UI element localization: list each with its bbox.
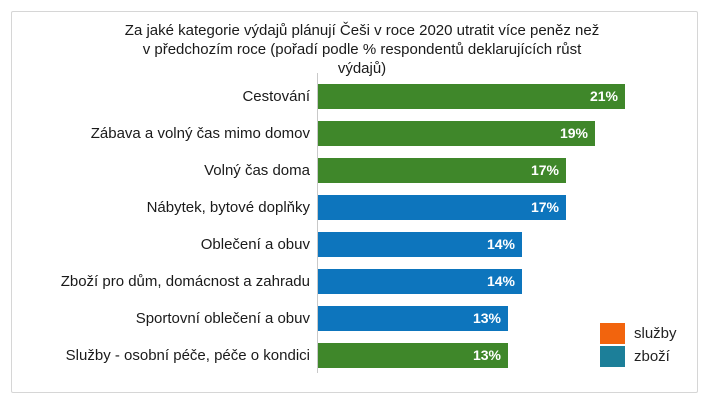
legend: služby zboží <box>600 322 677 368</box>
legend-item: zboží <box>600 345 677 367</box>
legend-color-swatch <box>600 322 625 344</box>
bar: 13% <box>318 306 508 331</box>
category-label: Zábava a volný čas mimo domov <box>90 125 310 142</box>
value-label: 17% <box>530 162 559 178</box>
bar-row: Služby - osobní péče, péče o kondici 13% <box>0 343 709 380</box>
category-label: Sportovní oblečení a obuv <box>135 310 310 327</box>
value-label: 13% <box>472 347 501 363</box>
category-label: Služby - osobní péče, péče o kondici <box>65 347 310 364</box>
legend-label: zboží <box>634 347 670 365</box>
category-label: Oblečení a obuv <box>200 236 310 253</box>
chart-title: Za jaké kategorie výdajů plánují Češi v … <box>100 21 624 78</box>
bar-row: Nábytek, bytové doplňky 17% <box>0 195 709 232</box>
bar-row: Sportovní oblečení a obuv 13% <box>0 306 709 343</box>
category-label: Nábytek, bytové doplňky <box>146 199 310 216</box>
value-label: 19% <box>559 125 588 141</box>
bar-row: Zábava a volný čas mimo domov 19% <box>0 121 709 158</box>
category-label: Volný čas doma <box>204 162 310 179</box>
bar: 17% <box>318 195 566 220</box>
value-label: 21% <box>589 88 618 104</box>
bar: 17% <box>318 158 566 183</box>
chart-title-line-2: v předchozím roce (pořadí podle % respon… <box>142 41 582 58</box>
value-label: 14% <box>486 273 515 289</box>
value-label: 17% <box>530 199 559 215</box>
bar: 21% <box>318 84 625 109</box>
bar: 14% <box>318 269 522 294</box>
legend-label: služby <box>634 324 677 342</box>
legend-item: služby <box>600 322 677 344</box>
bar: 19% <box>318 121 595 146</box>
value-label: 14% <box>486 236 515 252</box>
bar-row: Zboží pro dům, domácnost a zahradu 14% <box>0 269 709 306</box>
legend-color-swatch <box>600 345 625 367</box>
bar: 14% <box>318 232 522 257</box>
chart-title-line-1: Za jaké kategorie výdajů plánují Češi v … <box>124 22 600 39</box>
bar-row: Oblečení a obuv 14% <box>0 232 709 269</box>
category-label: Cestování <box>242 88 310 105</box>
category-axis-line <box>317 73 318 373</box>
bar-row: Cestování 21% <box>0 84 709 121</box>
bar-row: Volný čas doma 17% <box>0 158 709 195</box>
chart-title-line-3: výdajů) <box>337 60 387 77</box>
category-label: Zboží pro dům, domácnost a zahradu <box>60 273 310 290</box>
value-label: 13% <box>472 310 501 326</box>
bar-rows: Cestování 21% Zábava a volný čas mimo domo… <box>0 84 709 380</box>
bar: 13% <box>318 343 508 368</box>
